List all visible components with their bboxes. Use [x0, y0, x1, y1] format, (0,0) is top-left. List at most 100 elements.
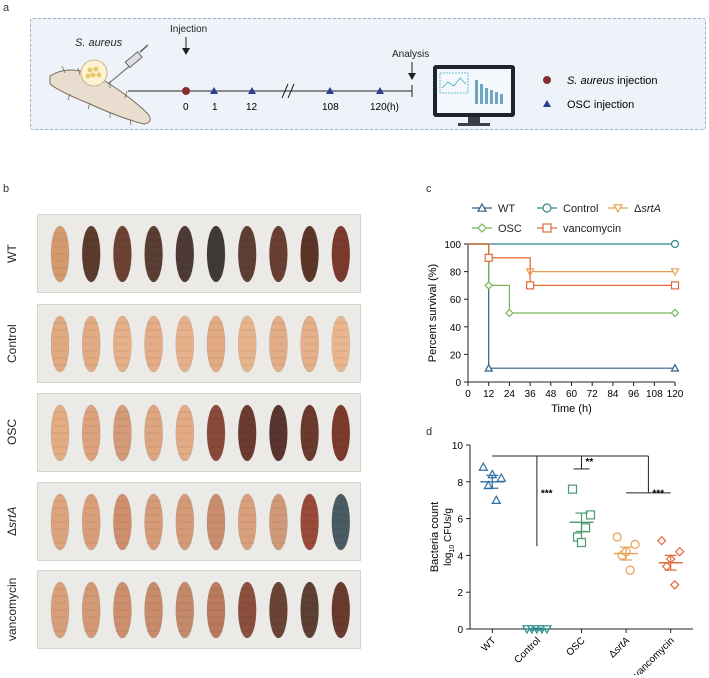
data-point: [491, 494, 502, 504]
legend-saureus-italic: S. aureus: [567, 75, 615, 87]
larva: [269, 493, 288, 551]
timeline-diagram: S. aureus Injection Analysis 0 1 12 108 …: [49, 24, 658, 126]
x-tick-label: WT: [480, 635, 499, 654]
larva: [175, 493, 195, 551]
larva: [144, 581, 163, 639]
y-tick-label: 20: [450, 350, 462, 361]
survival-line: [468, 243, 675, 314]
y-tick-label: 8: [457, 478, 463, 489]
data-point: [576, 537, 587, 548]
survival-marker: [484, 253, 493, 262]
x-tick-label: 12: [483, 389, 495, 400]
larva: [206, 404, 226, 462]
axis-break: [281, 83, 295, 99]
x-tick-label: 0: [465, 389, 471, 400]
y-tick-label: 2: [457, 588, 463, 599]
y-tick-label: 60: [450, 295, 462, 306]
bacteria-icon: [80, 59, 108, 87]
x-tick-label: 36: [525, 389, 537, 400]
injection-label: Injection: [170, 24, 207, 35]
larva: [206, 581, 226, 639]
larvae-photo-row: [37, 570, 361, 649]
larvae-row-svg: [50, 581, 351, 639]
larvae-row-svg: [50, 225, 351, 283]
y-label-log: log: [443, 553, 454, 566]
larva: [237, 225, 257, 283]
data-point: [496, 472, 507, 482]
legend-marker: [477, 223, 487, 233]
sig-label: ***: [541, 489, 553, 500]
larva: [113, 581, 132, 639]
survival-marker: [670, 363, 680, 372]
y-label-sub: 10: [449, 545, 456, 553]
larva: [269, 404, 288, 462]
x-tick-label: 96: [628, 389, 640, 400]
syringe-icon: [107, 44, 149, 85]
larva: [237, 493, 257, 551]
larva: [300, 581, 319, 639]
panel-label-d: d: [426, 426, 433, 438]
data-point: [625, 565, 635, 575]
larva: [331, 404, 351, 462]
legend-saureus-marker: [543, 76, 551, 84]
larva: [81, 404, 101, 462]
larva: [50, 225, 70, 283]
x-tick-label: Control: [512, 635, 543, 666]
y-label-rest: CFUs/g: [443, 508, 454, 545]
x-tick-label: 48: [545, 389, 557, 400]
legend-osc-label: OSC injection: [567, 99, 634, 111]
data-point: [478, 461, 489, 471]
larvae-row-svg: [50, 493, 351, 551]
survival-marker: [670, 239, 680, 249]
data-point: [656, 535, 667, 546]
monitor-icon: [433, 65, 515, 126]
sig-label: **: [586, 457, 594, 468]
y-tick-label: 40: [450, 323, 462, 334]
legend-label: WT: [498, 203, 515, 215]
survival-marker: [484, 281, 494, 290]
larva: [144, 225, 163, 283]
legend-marker: [542, 203, 552, 213]
legend-italic: srtA: [641, 203, 661, 215]
panel-label-c: c: [426, 183, 432, 195]
panel-label-b: b: [3, 183, 10, 195]
larva: [113, 225, 132, 283]
larva: [237, 404, 257, 462]
tick-label: 120(h): [370, 102, 399, 113]
x-tick-label: 24: [504, 389, 516, 400]
x-tick-label: 108: [646, 389, 663, 400]
legend-label: OSC: [498, 223, 522, 235]
larva: [206, 315, 226, 373]
y-tick-label: 0: [457, 625, 463, 636]
larvae-row-svg: [50, 315, 351, 373]
legend-saureus-label: S. aureus injection: [567, 75, 658, 87]
larva: [300, 225, 319, 283]
data-point: [483, 480, 494, 490]
osc-injection-marker: [326, 87, 334, 94]
y-tick-label: 10: [452, 441, 464, 452]
larva: [144, 315, 163, 373]
row-label: OSC: [5, 418, 19, 445]
organism-label: S. aureus: [75, 37, 123, 49]
legend-osc-marker: [543, 100, 551, 107]
survival-marker: [484, 363, 494, 372]
legend-saureus-rest: injection: [614, 75, 657, 87]
larva: [50, 493, 70, 551]
saureus-injection-marker: [182, 87, 190, 95]
larva: [144, 404, 163, 462]
larva: [50, 581, 70, 639]
larva: [237, 581, 257, 639]
legend-label: ΔsrtA: [634, 203, 661, 215]
row-label: ΔsrtA: [5, 506, 19, 535]
tick-label: 12: [246, 102, 258, 113]
survival-marker: [505, 308, 514, 318]
legend-marker: [542, 223, 552, 233]
larva: [113, 493, 132, 551]
x-axis-label: Time (h): [551, 403, 592, 415]
y-tick-label: 6: [457, 515, 463, 526]
larva: [300, 404, 319, 462]
larva: [237, 315, 257, 373]
larvae-row-svg: [50, 404, 351, 462]
larva: [206, 225, 226, 283]
x-tick-label: 60: [566, 389, 578, 400]
